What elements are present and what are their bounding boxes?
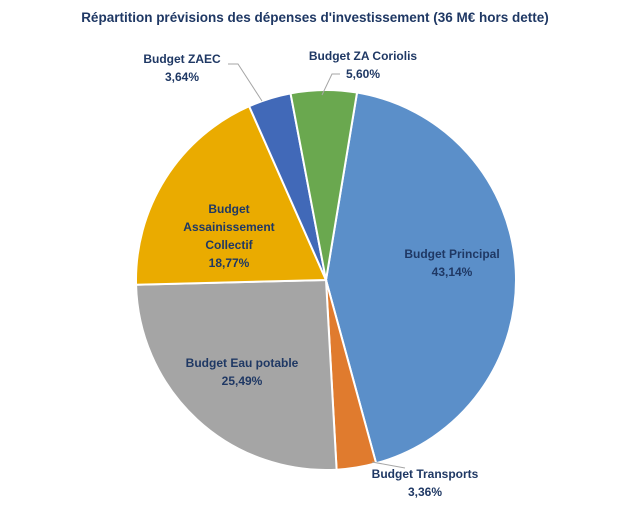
slice-name: Collectif	[205, 238, 253, 252]
slice-label: Budget Transports 3,36%	[372, 467, 479, 499]
slice-name: Budget Eau potable	[186, 356, 299, 370]
pie-slice-budget-assainissement-collectif	[135, 104, 328, 286]
slice-label: Budget ZAEC 3,64%	[143, 52, 221, 84]
chart-title: Répartition prévisions des dépenses d'in…	[81, 10, 549, 25]
slice-value: 18,77%	[209, 256, 250, 270]
slice-value: 5,60%	[346, 67, 380, 81]
slice-label: Budget Eau potable 25,49%	[186, 356, 299, 388]
pie-slice-budget-za-coriolis	[289, 89, 359, 281]
slice-label: Budget ZA Coriolis 5,60%	[309, 49, 418, 81]
slice-value: 43,14%	[432, 265, 473, 279]
slice-name: Budget Transports	[372, 467, 479, 481]
leader-line	[228, 63, 263, 102]
slice-label: Budget Assainissement Collectif 18,77%	[183, 202, 274, 270]
slice-name: Budget Principal	[404, 247, 499, 261]
leader-line	[321, 73, 340, 96]
slice-name: Budget	[208, 202, 249, 216]
slice-name: Budget ZAEC	[143, 52, 221, 66]
slice-value: 3,36%	[408, 485, 442, 499]
pie-slice-budget-principal	[324, 91, 517, 465]
slice-value: 3,64%	[165, 70, 199, 84]
slice-name: Budget ZA Coriolis	[309, 49, 418, 63]
leader-line	[371, 461, 406, 469]
slice-value: 25,49%	[222, 374, 263, 388]
pie-slice-budget-eau-potable	[135, 278, 338, 471]
slice-label: Budget Principal 43,14%	[404, 247, 499, 279]
slice-name: Assainissement	[183, 220, 274, 234]
